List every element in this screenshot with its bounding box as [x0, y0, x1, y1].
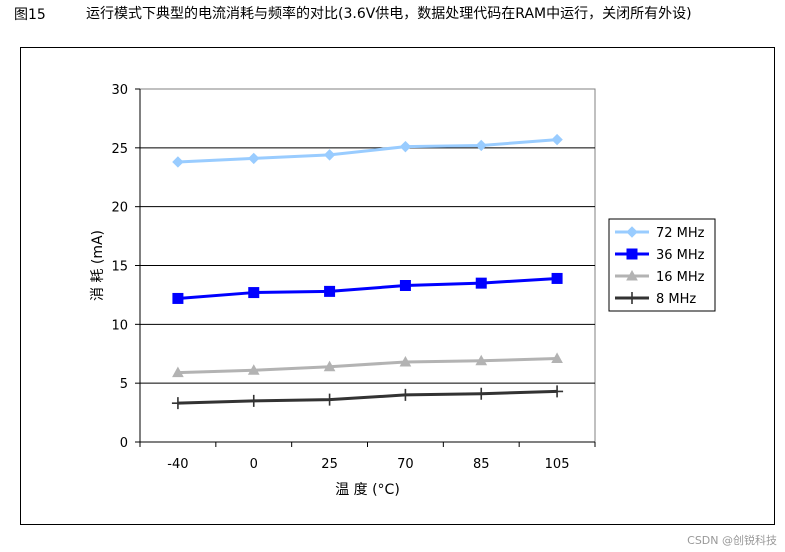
figure-label: 图15 [14, 7, 46, 23]
y-tick-label: 10 [111, 318, 128, 333]
x-axis-title: 温 度 (°C) [335, 482, 400, 498]
legend-marker-16-mhz [626, 269, 638, 281]
legend-label-16-mhz: 16 MHz [656, 270, 705, 285]
legend [608, 218, 716, 312]
data-point-16-mhz [551, 352, 563, 363]
watermark: CSDN @创锐科技 [687, 534, 777, 547]
x-tick-label: 25 [321, 457, 338, 472]
legend-label-36-mhz: 36 MHz [656, 248, 705, 263]
data-point-72-mhz [172, 156, 184, 168]
data-point-8-mhz [171, 397, 184, 410]
series-line-16-mhz [177, 356, 558, 375]
series-line-8-mhz [177, 389, 558, 405]
legend-marker-8-mhz [626, 292, 638, 304]
y-tick-label: 5 [120, 377, 128, 392]
data-point-8-mhz [475, 387, 488, 400]
y-tick-label: 25 [111, 142, 128, 157]
x-tick-label: -40 [167, 457, 188, 472]
data-point-16-mhz [399, 355, 412, 367]
data-point-36-mhz [475, 277, 487, 289]
data-point-16-mhz [323, 360, 336, 372]
data-point-16-mhz [475, 354, 488, 366]
x-tick-label: 85 [473, 457, 490, 472]
data-point-72-mhz [248, 152, 260, 165]
figure-caption: 运行模式下典型的电流消耗与频率的对比(3.6V供电，数据处理代码在RAM中运行，… [86, 6, 692, 22]
data-point-36-mhz [399, 280, 411, 292]
data-point-36-mhz [172, 292, 184, 304]
x-tick-label: 105 [545, 457, 570, 472]
data-point-8-mhz [247, 394, 260, 407]
legend-label-8-mhz: 8 MHz [656, 292, 696, 307]
data-point-72-mhz [399, 140, 412, 153]
legend-marker-36-mhz [626, 248, 638, 260]
y-tick-label: 30 [111, 83, 128, 98]
data-point-8-mhz [551, 385, 564, 398]
data-point-36-mhz [324, 285, 336, 297]
series-line-72-mhz [177, 138, 558, 164]
y-tick-label: 0 [120, 436, 128, 451]
data-point-36-mhz [248, 287, 260, 299]
x-tick-label: 70 [397, 457, 414, 472]
legend-marker-72-mhz [626, 226, 638, 238]
data-point-72-mhz [323, 149, 336, 161]
data-point-72-mhz [475, 139, 487, 152]
y-tick-label: 20 [111, 201, 128, 216]
data-point-72-mhz [551, 133, 563, 146]
x-tick-label: 0 [250, 457, 258, 472]
data-point-8-mhz [323, 393, 336, 406]
y-tick-label: 15 [111, 260, 128, 275]
data-point-8-mhz [399, 388, 412, 401]
data-point-16-mhz [172, 366, 184, 378]
series-line-36-mhz [177, 276, 558, 300]
y-axis-title: 消 耗 (mA) [90, 230, 106, 301]
legend-label-72-mhz: 72 MHz [656, 226, 705, 241]
chart-frame [20, 47, 775, 525]
data-point-36-mhz [551, 272, 563, 284]
data-point-16-mhz [247, 364, 260, 375]
